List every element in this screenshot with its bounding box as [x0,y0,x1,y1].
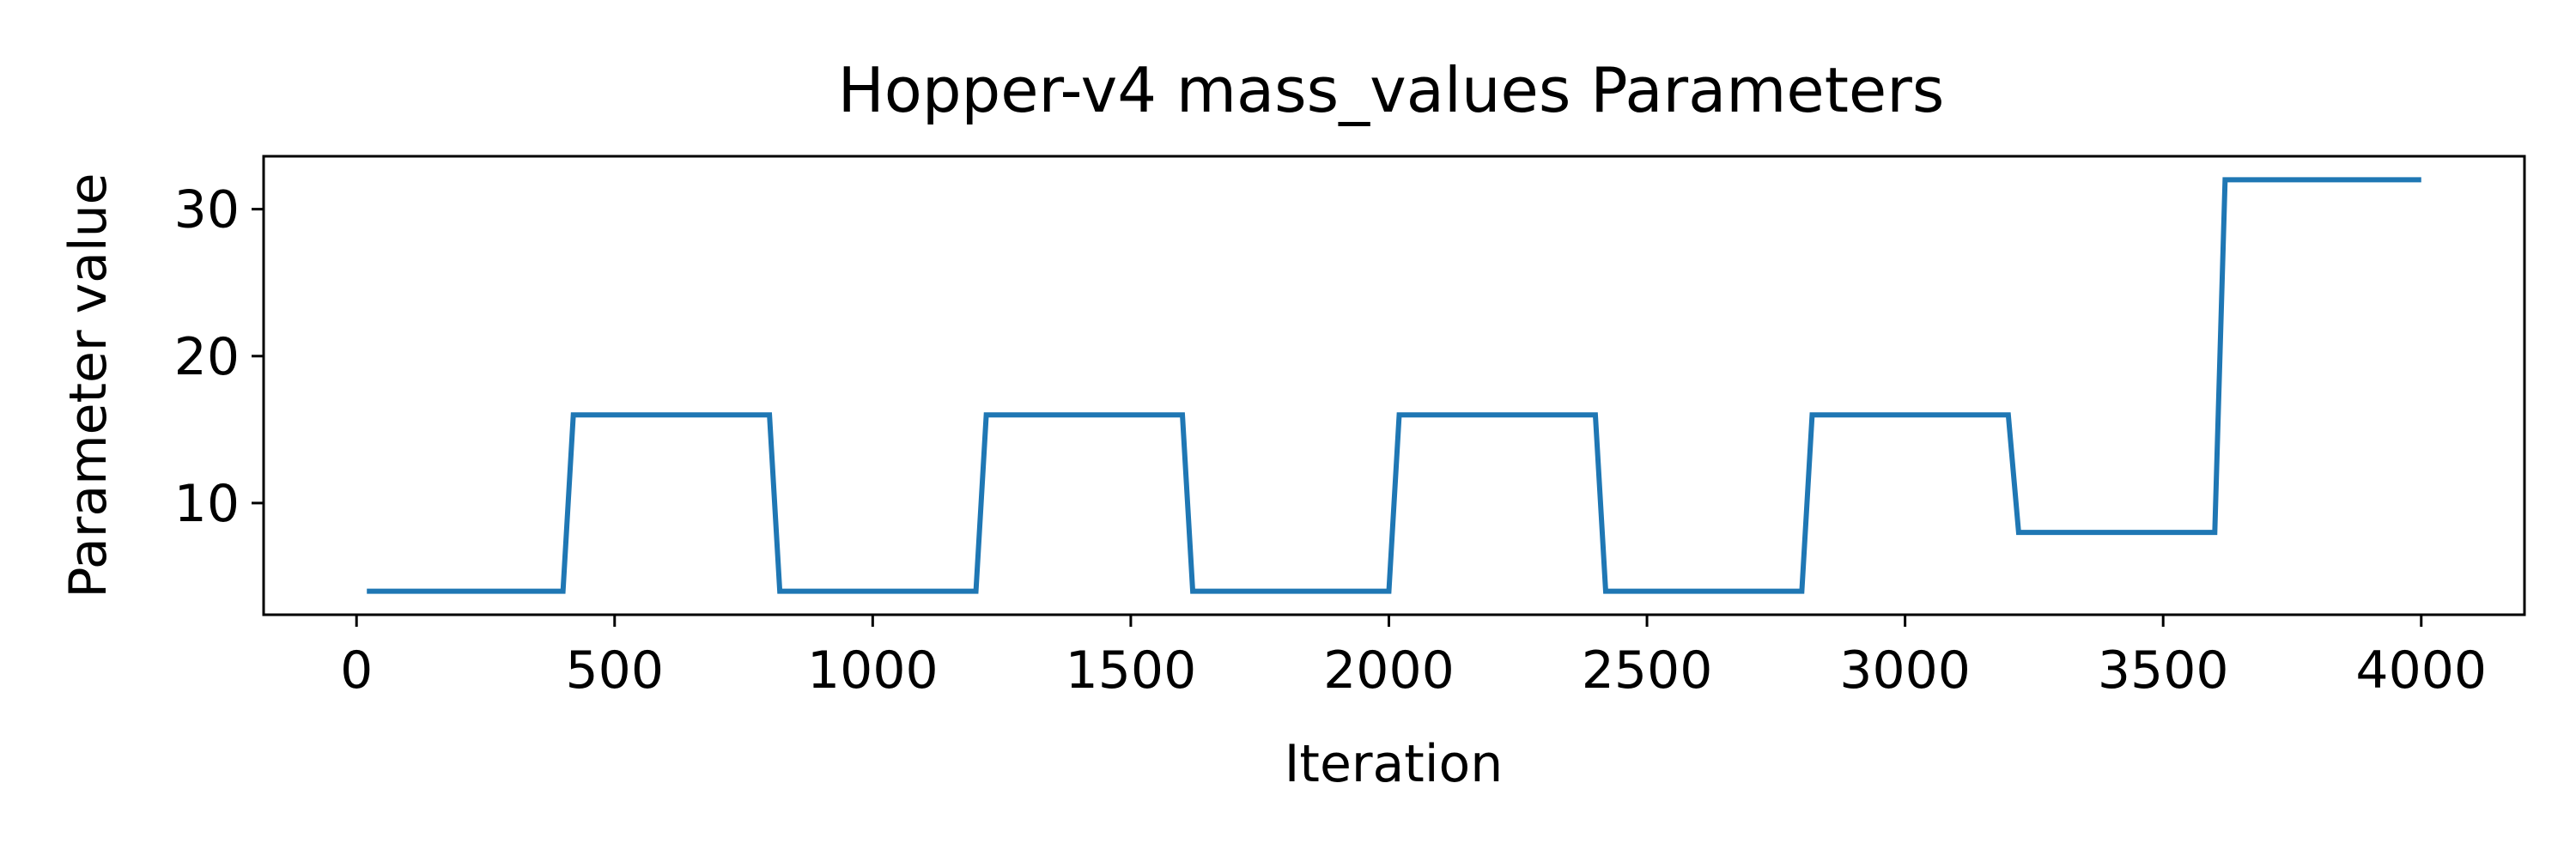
y-axis: 10 20 30 [174,180,264,534]
y-tick-label: 20 [174,327,240,387]
x-tick-label: 2000 [1323,640,1455,701]
x-tick-label: 2500 [1582,640,1713,701]
x-tick-label: 0 [340,640,373,701]
y-axis-label: Parameter value [58,173,118,598]
x-tick-label: 1500 [1066,640,1197,701]
chart-title: Hopper-v4 mass_values Parameters [838,54,1945,126]
plot-area [367,177,2421,594]
x-tick-label: 3500 [2098,640,2229,701]
x-tick-label: 1000 [807,640,939,701]
plot-frame [262,155,2526,616]
y-tick-label: 30 [174,180,240,240]
x-tick-label: 4000 [2355,640,2487,701]
y-tick-label: 10 [174,474,240,534]
series-line-0 [367,177,2421,594]
x-tick-label: 3000 [1839,640,1971,701]
x-tick-label: 500 [566,640,665,701]
x-axis-label: Iteration [1285,734,1504,794]
x-axis: 0 500 1000 1500 2000 2500 3000 3500 4000 [340,615,2487,701]
